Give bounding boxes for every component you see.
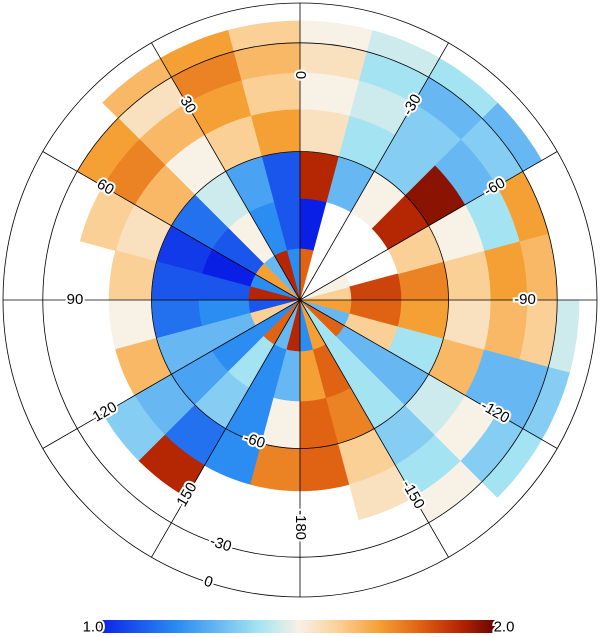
map-cell <box>79 185 136 251</box>
colorbar-label: 2.0 <box>494 618 515 635</box>
map-cell <box>240 72 301 116</box>
map-cell <box>484 299 528 360</box>
map-cells <box>76 20 580 524</box>
meridian-line <box>42 299 301 449</box>
colorbar-label: 1.0 <box>83 618 104 635</box>
meridian-line <box>151 299 301 558</box>
meridian-line <box>299 42 449 301</box>
meridian-line <box>42 151 301 301</box>
longitude-label: 0 <box>292 71 309 79</box>
latitude-label: -30 <box>208 533 234 556</box>
map-cell <box>299 248 314 301</box>
meridian-line <box>299 299 558 449</box>
map-cell <box>349 273 402 301</box>
meridian-line <box>151 42 301 301</box>
graticule <box>2 2 598 598</box>
meridian-line <box>299 299 449 558</box>
map-cell <box>299 198 327 251</box>
colorbar-gradient <box>97 620 500 633</box>
map-cell <box>299 273 351 301</box>
colorbar: 1.0 2.0 <box>81 616 517 637</box>
longitude-label: -180 <box>292 510 309 540</box>
latitude-label: 0 <box>202 573 215 592</box>
longitude-label: 90 <box>67 291 84 308</box>
meridian-line <box>299 151 558 301</box>
longitude-label: -90 <box>514 291 536 308</box>
